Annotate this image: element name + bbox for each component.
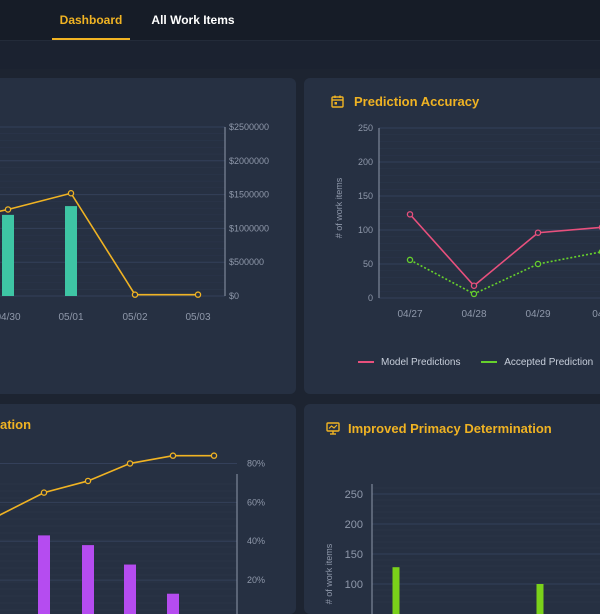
bar (167, 593, 179, 614)
tick-label: $1500000 (229, 190, 269, 200)
bar (65, 206, 77, 296)
y-tick-label: 150 (358, 191, 373, 201)
series-line-model-predictions (409, 213, 600, 287)
prediction-accuracy-chart: 0 50 100 150 200 250 # of work items 04/27 04/28… (334, 123, 600, 320)
legend-label: Accepted Prediction (504, 357, 594, 368)
x-tick-label: 04/28 (461, 309, 486, 320)
series-line-accepted-prediction (409, 251, 600, 295)
y-tick-label: 100 (358, 225, 373, 235)
panel-bottom-left: ation 20% 40% 60% 80% (0, 404, 296, 614)
savings-chart: $0 $500000 $1000000 $1500000 $2000000 $250000… (0, 122, 269, 323)
x-tick-label: 04/29 (525, 309, 550, 320)
bar (38, 535, 50, 614)
panel-title: ation (0, 417, 32, 432)
y-axis-label: # of work items (324, 543, 334, 604)
x-tick-label: 04/27 (397, 309, 422, 320)
x-tick-label: 05/01 (58, 312, 83, 323)
panel-improved-primacy: Improved Primacy Determination 100 150 200… (304, 404, 600, 614)
bar (2, 214, 14, 296)
data-point-model (406, 211, 414, 218)
y-tick-label: 50 (363, 259, 373, 269)
tick-label: $2500000 (229, 122, 269, 132)
bar (124, 564, 136, 614)
y-tick-label: 150 (345, 549, 363, 561)
tick-label: $0 (229, 291, 239, 301)
tab-all-work-items-label: All Work Items (151, 13, 235, 27)
panel-savings: $0 $500000 $1000000 $1500000 $2000000 $250000… (0, 78, 296, 394)
improved-primacy-chart: 100 150 200 250 # of work items (324, 484, 600, 614)
tick-label: $1000000 (229, 223, 269, 233)
data-point (131, 291, 139, 298)
bottom-left-chart: 20% 40% 60% 80% (0, 452, 265, 614)
data-point (84, 477, 92, 485)
data-point (4, 206, 12, 213)
bar (82, 545, 94, 614)
data-point-accepted (470, 290, 478, 298)
y-tick-label: 200 (358, 157, 373, 167)
panel-title: Prediction Accuracy (354, 94, 480, 109)
data-point (40, 489, 48, 496)
tick-label: $2000000 (229, 156, 269, 166)
x-tick-label: 05/03 (185, 312, 210, 323)
tick-label: 20% (247, 575, 265, 585)
y-axis-label: # of work items (334, 177, 344, 238)
y-tick-label: 200 (345, 519, 363, 531)
tick-label: $500000 (229, 257, 264, 267)
tick-label: 80% (247, 458, 265, 468)
data-point (126, 460, 134, 467)
data-point (169, 452, 177, 459)
legend-item-accepted-prediction[interactable]: Accepted Prediction (481, 357, 593, 368)
chart-legend: Model Predictions Accepted Prediction (358, 357, 600, 368)
bar (536, 584, 544, 614)
toolbar-strip (0, 40, 600, 69)
series-line (0, 454, 214, 516)
panel-prediction-accuracy: Prediction Accuracy 0 50 100 150 200 250 # of … (304, 78, 600, 394)
panel-title: Improved Primacy Determination (348, 421, 552, 436)
y-tick-label: 0 (368, 293, 373, 303)
y-tick-label: 100 (345, 579, 363, 591)
data-point-model (534, 229, 542, 236)
legend-swatch-green (481, 361, 498, 364)
data-point-accepted (534, 260, 542, 268)
top-nav: Dashboard All Work Items (0, 0, 600, 40)
x-tick-label: 04/30 (0, 312, 21, 323)
y-tick-label: 250 (358, 123, 373, 133)
tab-dashboard-label: Dashboard (59, 13, 123, 27)
bar (392, 567, 400, 614)
active-tab-indicator (52, 38, 130, 40)
y-tick-label: 250 (345, 489, 363, 501)
tick-label: 40% (247, 536, 265, 546)
calendar-icon (331, 95, 344, 108)
x-tick-label: 04/3 (592, 309, 600, 320)
data-point-accepted (406, 256, 414, 264)
legend-label: Model Predictions (381, 357, 461, 368)
data-point-model (470, 282, 478, 290)
legend-swatch-pink (358, 361, 374, 364)
tab-all-work-items[interactable]: All Work Items (148, 0, 238, 40)
legend-item-model-predictions[interactable]: Model Predictions (358, 357, 460, 368)
tab-dashboard[interactable]: Dashboard (52, 0, 130, 40)
data-point (194, 291, 202, 298)
data-point (210, 452, 218, 459)
monitor-icon (326, 422, 340, 435)
tick-label: 60% (247, 497, 265, 507)
data-point (67, 189, 75, 197)
x-tick-label: 05/02 (122, 312, 147, 323)
series-line (0, 192, 198, 296)
